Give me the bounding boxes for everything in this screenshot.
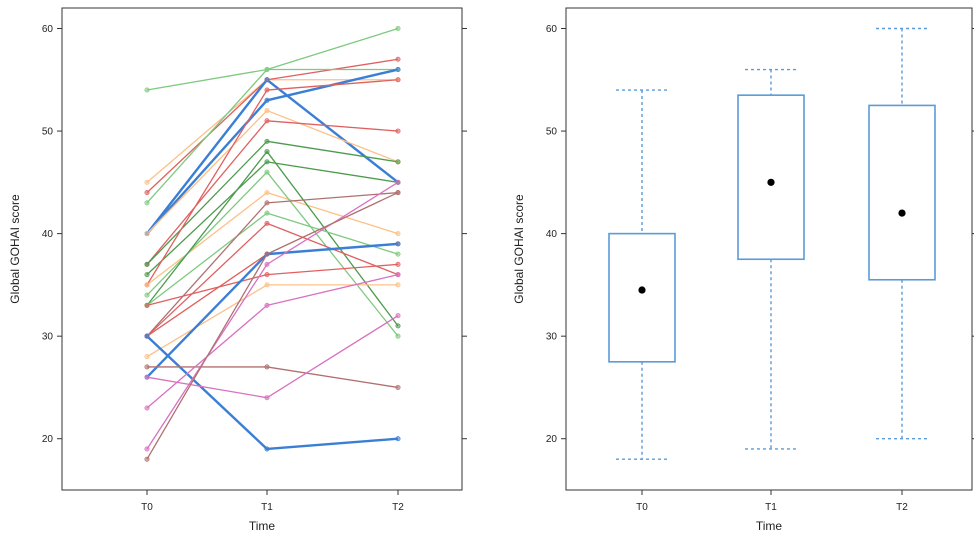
iqr-box [737, 94, 805, 261]
data-point [144, 405, 150, 411]
y-tick-label: 40 [42, 229, 54, 240]
data-point [264, 169, 270, 175]
data-point [144, 446, 150, 452]
data-point [144, 179, 150, 185]
box-T1 [737, 68, 805, 450]
data-point [144, 190, 150, 196]
y-tick-label: 60 [42, 24, 54, 35]
data-point [144, 333, 150, 339]
data-point [264, 159, 270, 165]
y-tick-label: 50 [546, 127, 558, 138]
y-tick-label: 30 [42, 332, 54, 343]
y-tick-label: 20 [546, 434, 558, 445]
data-point [144, 302, 150, 308]
data-point [264, 97, 270, 103]
data-point [395, 128, 401, 134]
data-point [264, 272, 270, 278]
data-point [395, 384, 401, 390]
data-point [395, 333, 401, 339]
iqr-box [868, 104, 936, 281]
data-point [144, 261, 150, 267]
data-point [395, 26, 401, 32]
series-line [146, 192, 399, 460]
data-point [264, 210, 270, 216]
data-point [144, 374, 150, 380]
data-point [264, 282, 270, 288]
x-axis-title: Time [756, 519, 783, 533]
y-axis-title: Global GOHAI score [8, 194, 22, 304]
data-point [395, 261, 401, 267]
data-point [264, 261, 270, 267]
data-point [264, 200, 270, 206]
data-point [144, 282, 150, 288]
series-line [146, 191, 399, 337]
left-spaghetti-plot: 20 30 40 50 60 T0 T1 T2 Time Global GOHAI score [8, 7, 467, 533]
data-point [264, 446, 270, 452]
data-point [144, 364, 150, 370]
data-point [264, 108, 270, 114]
data-point [264, 87, 270, 93]
data-point [264, 149, 270, 155]
data-point [395, 313, 401, 319]
data-point [144, 354, 150, 360]
series-line [146, 335, 399, 451]
series-line [146, 315, 399, 399]
data-point [395, 190, 401, 196]
x-tick-label: T1 [765, 502, 777, 513]
x-tick-label: T2 [896, 502, 908, 513]
data-point [395, 67, 401, 73]
data-point [395, 77, 401, 83]
data-point [395, 231, 401, 237]
data-point [144, 87, 150, 93]
series-line [146, 27, 399, 91]
data-point [395, 323, 401, 329]
y-tick-label: 40 [546, 229, 558, 240]
data-point [264, 364, 270, 370]
box-T0 [608, 89, 676, 460]
y-tick-label: 30 [546, 332, 558, 343]
data-point [264, 67, 270, 73]
data-point [264, 251, 270, 257]
data-point [264, 190, 270, 196]
data-point [264, 220, 270, 226]
plot-frame [61, 7, 463, 491]
data-point [395, 251, 401, 257]
x-tick-label: T2 [392, 502, 404, 513]
box-T2 [868, 27, 936, 440]
iqr-box [608, 232, 676, 363]
x-tick-label: T0 [636, 502, 648, 513]
data-point [264, 138, 270, 144]
right-box-plot: 20 30 40 50 60 T0 T1 T2 Time Global GOHAI score [512, 7, 974, 533]
data-point [264, 77, 270, 83]
data-point [144, 292, 150, 298]
y-tick-label: 60 [546, 24, 558, 35]
x-tick-label: T0 [141, 502, 153, 513]
data-point [144, 456, 150, 462]
median-dot [767, 178, 775, 186]
y-tick-label: 50 [42, 127, 54, 138]
median-dot [898, 209, 906, 217]
data-point [395, 159, 401, 165]
data-point [144, 200, 150, 206]
data-point [264, 302, 270, 308]
data-point [144, 231, 150, 237]
median-dot [638, 286, 646, 294]
series-line [146, 79, 398, 183]
data-point [144, 272, 150, 278]
data-point [395, 272, 401, 278]
y-axis-title: Global GOHAI score [512, 194, 526, 304]
data-point [395, 282, 401, 288]
data-point [395, 179, 401, 185]
data-point [395, 241, 401, 247]
plot-frame [565, 7, 973, 491]
y-tick-label: 20 [42, 434, 54, 445]
x-tick-label: T1 [261, 502, 273, 513]
data-point [264, 118, 270, 124]
series-line [146, 222, 399, 337]
data-point [395, 56, 401, 62]
data-point [395, 436, 401, 442]
x-axis-title: Time [249, 519, 276, 533]
data-point [264, 395, 270, 401]
